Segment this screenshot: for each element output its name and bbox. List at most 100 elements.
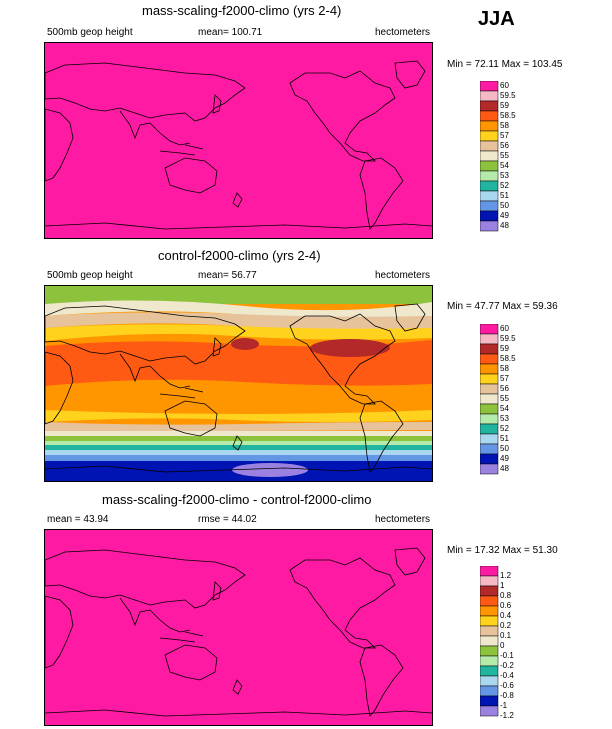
panel3-legend-label-0: 1.2 (500, 571, 512, 580)
panel3-legend-box-10 (480, 665, 499, 677)
panel1-legend-box-4 (480, 120, 499, 132)
panel1-legend-box-0 (480, 81, 499, 92)
panel1-legend-label-1: 59.5 (500, 91, 516, 100)
panel3-legend (480, 566, 499, 717)
panel2-coastlines (45, 303, 432, 473)
panel1-legend-label-2: 59 (500, 101, 509, 110)
panel2-legend-label-3: 58.5 (500, 354, 516, 363)
season-label: JJA (478, 8, 515, 30)
panel1-legend-box-12 (480, 200, 499, 212)
panel2-center-label: mean= 56.77 (198, 270, 257, 281)
panel2-title: control-f2000-climo (yrs 2-4) (158, 248, 321, 263)
panel1-left-label: 500mb geop height (47, 27, 133, 38)
panel1-legend-label-6: 56 (500, 141, 509, 150)
panel1-map (44, 42, 433, 239)
panel1-legend-box-14 (480, 220, 499, 232)
panel3-legend-label-10: -0.4 (500, 671, 514, 680)
panel2-legend-box-10 (480, 423, 499, 435)
panel1-legend-label-9: 53 (500, 171, 509, 180)
panel2-map (44, 285, 433, 482)
panel3-legend-box-7 (480, 635, 499, 647)
panel1-legend-label-3: 58.5 (500, 111, 516, 120)
high-59-atlantic (310, 339, 390, 357)
panel1-legend-label-12: 50 (500, 201, 509, 210)
panel2-legend-label-2: 59 (500, 344, 509, 353)
panel3-legend-box-4 (480, 605, 499, 617)
panel2-right-label: hectometers (375, 270, 431, 281)
panel1-legend-label-0: 60 (500, 81, 509, 90)
panel2-legend-label-10: 52 (500, 424, 509, 433)
panel2-legend-box-12 (480, 443, 499, 455)
panel2-minmax: Min = 47.77 Max = 59.36 (447, 301, 558, 312)
panel2-legend-box-4 (480, 363, 499, 375)
panel1-legend-box-6 (480, 140, 499, 152)
panel3-legend-label-7: 0 (500, 641, 505, 650)
panel2-legend-labels: 60 59.5 59 58.5 58 57 56 55 54 53 52 51 … (500, 324, 540, 477)
panel3-legend-label-12: -0.8 (500, 691, 514, 700)
panel1-right-label: hectometers (375, 27, 431, 38)
panel2-legend-box-6 (480, 383, 499, 395)
panel1-legend-box-13 (480, 210, 499, 222)
panel2-legend-label-13: 49 (500, 454, 509, 463)
panel3-legend-label-1: 1 (500, 581, 505, 590)
panel1-legend-box-9 (480, 170, 499, 182)
panel2-legend-label-0: 60 (500, 324, 509, 333)
panel1-legend-box-1 (480, 90, 499, 102)
panel3-legend-label-9: -0.2 (500, 661, 514, 670)
panel2-legend-box-9 (480, 413, 499, 425)
band-58 (45, 386, 432, 410)
panel3-minmax: Min = 17.32 Max = 51.30 (447, 545, 558, 556)
panel2-legend-label-12: 50 (500, 444, 509, 453)
panel3-map (44, 529, 433, 726)
high-59-pacific (231, 338, 259, 350)
panel3-legend-label-11: -0.6 (500, 681, 514, 690)
panel3-legend-box-14 (480, 705, 499, 717)
band-56-s (45, 422, 432, 432)
panel3-legend-box-3 (480, 595, 499, 607)
band-54 (45, 286, 432, 304)
panel3-legend-box-12 (480, 685, 499, 697)
panel3-legend-box-11 (480, 675, 499, 687)
panel1-legend-box-11 (480, 190, 499, 202)
panel1-legend-box-5 (480, 130, 499, 142)
panel2-legend-label-14: 48 (500, 464, 509, 473)
panel2-legend-label-1: 59.5 (500, 334, 516, 343)
panel1-title: mass-scaling-f2000-climo (yrs 2-4) (142, 3, 342, 18)
panel3-center-label: rmse = 44.02 (198, 514, 257, 525)
panel3-legend-label-13: -1 (500, 701, 508, 710)
panel1-legend-label-7: 55 (500, 151, 509, 160)
band-56 (45, 312, 432, 330)
panel3-legend-box-9 (480, 655, 499, 667)
panel3-legend-box-6 (480, 625, 499, 637)
panel2-legend-box-5 (480, 373, 499, 385)
panel1-legend-box-2 (480, 100, 499, 112)
panel2-legend-box-11 (480, 433, 499, 445)
panel1-legend-labels: 60 59.5 59 58.5 58 57 56 55 54 53 52 51 … (500, 81, 540, 234)
panel2-legend-label-7: 55 (500, 394, 509, 403)
panel3-legend-label-8: -0.1 (500, 651, 514, 660)
panel2-legend-box-8 (480, 403, 499, 415)
panel3-legend-box-13 (480, 695, 499, 707)
panel2-legend-box-13 (480, 453, 499, 465)
panel1-legend-label-14: 48 (500, 221, 509, 230)
panel2-field (45, 286, 432, 481)
panel1-legend-box-3 (480, 110, 499, 122)
band-57-s (45, 410, 432, 422)
band-53-s (45, 441, 432, 445)
panel3-legend-box-0 (480, 566, 499, 577)
panel3-legend-box-2 (480, 585, 499, 597)
panel3-legend-label-4: 0.4 (500, 611, 512, 620)
panel1-legend-label-5: 57 (500, 131, 509, 140)
band-54-s (45, 436, 432, 441)
panel2-legend-label-11: 51 (500, 434, 509, 443)
panel1-legend-box-10 (480, 180, 499, 192)
panel2-legend-box-0 (480, 324, 499, 335)
panel1-minmax: Min = 72.11 Max = 103.45 (447, 59, 563, 70)
panel2-legend-box-3 (480, 353, 499, 365)
panel3-legend-box-5 (480, 615, 499, 627)
band-50-s (45, 455, 432, 461)
panel1-legend-box-7 (480, 150, 499, 162)
panel2-legend-box-2 (480, 343, 499, 355)
panel3-legend-box-8 (480, 645, 499, 657)
panel2-legend-label-6: 56 (500, 384, 509, 393)
